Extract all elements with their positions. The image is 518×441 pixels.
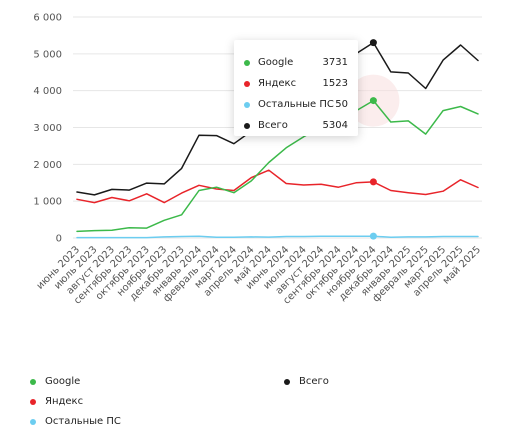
y-tick-label: 3 000 xyxy=(33,123,62,134)
highlight-points xyxy=(369,39,377,240)
legend-label: Остальные ПС xyxy=(45,416,121,427)
tooltip-row-yandex: Яндекс 1523 xyxy=(244,73,348,94)
tooltip-value: 50 xyxy=(335,99,348,110)
y-tick-label: 5 000 xyxy=(33,49,62,60)
yandex-dot-icon xyxy=(30,398,36,405)
tooltip-value: 3731 xyxy=(322,57,348,68)
legend-item-yandex[interactable]: Яндекс xyxy=(30,396,83,407)
y-tick-label: 2 000 xyxy=(33,160,62,171)
y-tick-label: 1 000 xyxy=(33,197,62,208)
legend-label: Всего xyxy=(299,376,329,387)
data-point-yandex xyxy=(369,178,377,186)
data-point-other xyxy=(369,232,377,240)
tooltip-row-google: Google 3731 xyxy=(244,52,348,73)
data-point-google xyxy=(369,97,377,105)
y-tick-label: 6 000 xyxy=(33,13,62,24)
google-dot-icon xyxy=(30,378,36,385)
total-dot-icon xyxy=(284,378,290,385)
total-dot-icon xyxy=(244,122,250,129)
legend-item-other[interactable]: Остальные ПС xyxy=(30,416,121,427)
y-tick-label: 0 xyxy=(56,234,62,245)
tooltip-row-other: Остальные ПС 50 xyxy=(244,94,348,115)
series-line-other xyxy=(76,235,479,239)
legend-label: Яндекс xyxy=(45,396,84,407)
y-tick-label: 4 000 xyxy=(33,86,62,97)
legend-label: Google xyxy=(45,376,81,387)
legend-item-total[interactable]: Всего xyxy=(284,376,329,387)
line-chart: 0 1 000 2 000 3 000 4 000 5 000 6 000 июнь 202… xyxy=(33,13,483,307)
tooltip-label: Остальные ПС xyxy=(258,99,334,110)
y-axis: 0 1 000 2 000 3 000 4 000 5 000 6 000 xyxy=(33,13,62,245)
series-line-google xyxy=(76,99,479,233)
chart-tooltip: Google 3731 Яндекс 1523 Остальные ПС 50 … xyxy=(234,40,358,136)
tooltip-value: 5304 xyxy=(322,120,348,131)
yandex-dot-icon xyxy=(244,80,250,87)
legend-item-google[interactable]: Google xyxy=(30,376,80,387)
data-point-total xyxy=(369,39,377,47)
tooltip-row-total: Всего 5304 xyxy=(244,115,348,136)
tooltip-value: 1523 xyxy=(322,78,348,89)
other-dot-icon xyxy=(30,418,36,425)
tooltip-label: Всего xyxy=(258,120,288,131)
other-dot-icon xyxy=(244,101,250,108)
tooltip-label: Google xyxy=(258,57,294,68)
chart-legend: Google Яндекс Остальные ПС Всего xyxy=(30,376,490,436)
series-line-yandex xyxy=(76,169,479,204)
google-dot-icon xyxy=(244,59,250,66)
tooltip-label: Яндекс xyxy=(258,78,297,89)
